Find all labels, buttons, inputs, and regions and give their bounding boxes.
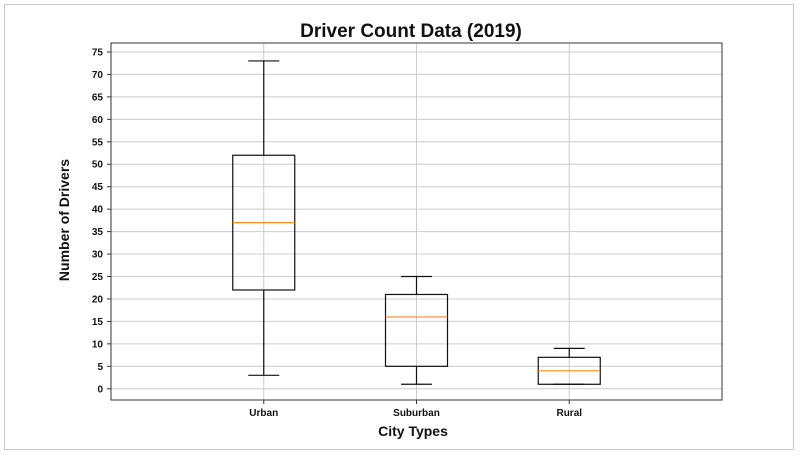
box-urban — [232, 60, 296, 376]
chart-title: Driver Count Data (2019) — [300, 21, 522, 42]
y-tick-label: 75 — [92, 47, 104, 58]
y-tick-label: 60 — [92, 115, 104, 126]
box-rural — [537, 347, 601, 385]
x-tick-label-suburban: Suburban — [393, 408, 440, 419]
y-tick-label: 5 — [97, 362, 103, 373]
y-tick-label: 20 — [92, 294, 104, 305]
x-tick-label-urban: Urban — [249, 408, 278, 419]
x-axis-label: City Types — [378, 423, 448, 439]
y-tick-label: 50 — [92, 160, 104, 171]
box-plots — [232, 60, 601, 385]
y-tick-label: 0 — [97, 384, 103, 395]
box-suburban — [384, 275, 449, 385]
y-axis-label: Number of Drivers — [56, 159, 72, 281]
y-tick-label: 70 — [92, 70, 104, 81]
y-tick-label: 15 — [92, 317, 104, 328]
y-tick-label: 30 — [92, 250, 104, 261]
y-tick-label: 45 — [92, 182, 104, 193]
y-tick-label: 65 — [92, 92, 104, 103]
chart-frame — [4, 4, 794, 450]
grid-lines — [111, 43, 722, 400]
axis-ticks: 0 5 10 15 20 25 30 35 40 45 50 55 60 65 70 75 Urban Subur… — [92, 47, 582, 419]
box-iqr — [384, 293, 449, 367]
x-tick-label-rural: Rural — [556, 408, 582, 419]
y-tick-label: 35 — [92, 227, 104, 238]
y-tick-label: 25 — [92, 272, 104, 283]
y-tick-label: 40 — [92, 205, 104, 216]
y-tick-label: 55 — [92, 137, 104, 148]
y-tick-label: 10 — [92, 339, 104, 350]
